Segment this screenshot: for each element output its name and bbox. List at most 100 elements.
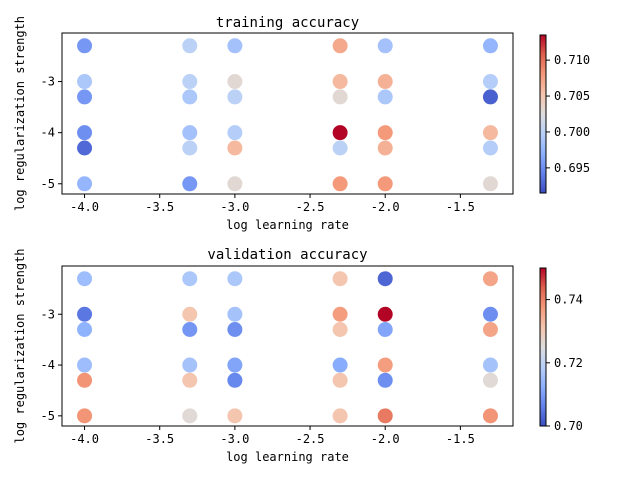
data-point [332,372,348,388]
chart-title: training accuracy [216,15,359,31]
x-tick-label: -3.0 [220,200,249,214]
data-point [482,125,498,141]
data-point [227,140,243,156]
y-tick-label: -4 [41,126,55,140]
data-point [332,357,348,373]
data-point [482,271,498,287]
data-point [77,176,93,192]
data-point [77,140,93,156]
data-point [77,306,93,322]
x-tick-label: -2.5 [296,432,325,446]
chart-title: validation accuracy [207,247,367,263]
data-point [182,357,198,373]
data-point [482,140,498,156]
data-point [182,176,198,192]
data-point [377,306,393,322]
x-tick-label: -3.5 [145,200,174,214]
data-point [377,372,393,388]
data-point [77,125,93,141]
data-point [377,321,393,337]
data-point [332,74,348,90]
data-point [227,321,243,337]
data-point [332,125,348,141]
data-point [182,140,198,156]
data-point [227,74,243,90]
y-tick-label: -4 [41,358,55,372]
data-point [332,89,348,105]
data-point [182,306,198,322]
plot-frame [61,32,514,195]
data-point [377,140,393,156]
x-tick-label: -2.5 [296,200,325,214]
data-point [377,125,393,141]
data-point [227,271,243,287]
chart-panel-1: validation accuracy -4.0 -3.5 -3.0 -2.5 -2.0 -… [13,247,583,464]
data-point [182,372,198,388]
data-point [182,74,198,90]
x-tick-label: -3.5 [145,432,174,446]
data-point [482,306,498,322]
x-axis-label: log learning rate [226,218,349,232]
data-point [227,372,243,388]
x-tick-label: -1.5 [446,200,475,214]
colorbar [539,267,547,427]
data-point [77,271,93,287]
data-point [377,38,393,54]
x-tick-label: -4.0 [70,432,99,446]
data-point [482,38,498,54]
colorbar-tick-label: 0.72 [554,356,583,370]
data-point [482,176,498,192]
data-point [482,372,498,388]
data-point [182,89,198,105]
y-axis-label: log regularization strength [13,16,27,211]
colorbar-tick-label: 0.700 [554,125,590,139]
data-point [227,89,243,105]
data-point [482,89,498,105]
data-point [77,74,93,90]
plot-frame [61,265,514,427]
data-point [77,38,93,54]
data-point [227,38,243,54]
colorbar-tick-label: 0.70 [554,419,583,433]
data-point [332,140,348,156]
data-point [227,306,243,322]
data-point [377,357,393,373]
data-point [182,408,198,424]
data-point [332,271,348,287]
data-point [482,321,498,337]
colorbar-tick-label: 0.705 [554,89,590,103]
chart-panel-0: training accuracy -4.0 -3.5 -3.0 -2.5 -2.0 -1.… [13,15,590,232]
y-tick-label: -5 [41,409,55,423]
x-tick-label: -1.5 [446,432,475,446]
data-point [182,321,198,337]
data-point [482,74,498,90]
data-point [77,357,93,373]
data-point [332,176,348,192]
data-point [227,176,243,192]
data-point [182,271,198,287]
data-point [332,306,348,322]
colorbar-tick-label: 0.74 [554,293,583,307]
colorbar [539,34,547,194]
x-tick-label: -4.0 [70,200,99,214]
data-point [77,372,93,388]
data-point [377,89,393,105]
data-point [377,74,393,90]
x-tick-label: -2.0 [371,200,400,214]
x-tick-label: -3.0 [220,432,249,446]
y-tick-label: -3 [41,307,55,321]
data-point [377,408,393,424]
data-point [332,38,348,54]
data-point [482,357,498,373]
data-point [332,408,348,424]
data-point [377,176,393,192]
data-point [182,125,198,141]
x-axis-label: log learning rate [226,450,349,464]
data-point [227,125,243,141]
data-point [77,408,93,424]
data-point [227,357,243,373]
data-point [482,408,498,424]
x-tick-label: -2.0 [371,432,400,446]
data-point [227,408,243,424]
